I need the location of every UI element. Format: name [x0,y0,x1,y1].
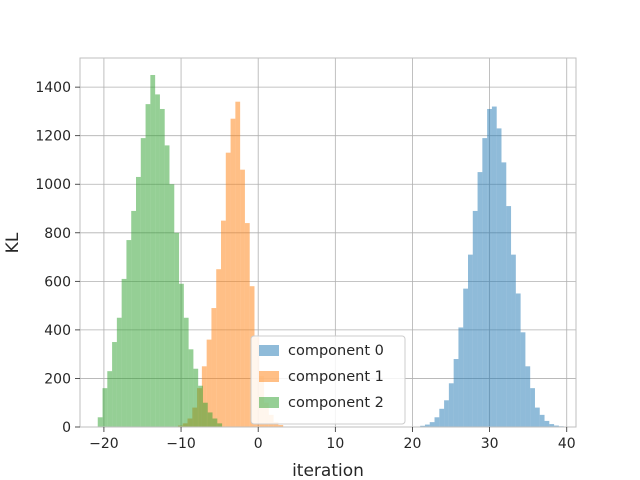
histogram-bar [444,400,449,427]
histogram-bar [511,254,516,427]
histogram-bar [487,108,492,428]
histogram-bar [468,254,473,427]
histogram-bar [174,232,180,427]
histogram-bar [273,422,279,427]
legend-swatch [259,397,279,408]
histogram-bar [544,420,550,427]
histogram-bar [212,418,218,427]
plot-frame [79,57,577,428]
histogram-bar [221,220,226,427]
histogram-bar [107,371,113,427]
histogram-bar [453,359,459,427]
histogram-bar [164,145,170,428]
histogram-bar [121,278,127,427]
histogram-bar [169,184,175,427]
y-tick-label: 800 [44,226,71,242]
histogram-bar [244,223,250,427]
y-axis-label: KL [3,232,23,253]
histogram-bar [198,385,203,427]
histogram-bar [472,210,478,427]
legend-label: component 2 [288,395,384,411]
x-tick-label: 40 [558,436,576,452]
histogram-bar [496,128,502,428]
series-0-bars [420,106,564,428]
y-tick-label: 200 [44,371,71,387]
legend-label: component 0 [288,343,384,359]
histogram-bar [424,424,430,427]
series-2-bars [97,74,223,428]
histogram-bar [525,366,531,427]
histogram-bar [150,74,156,428]
histogram-bar [448,383,454,427]
x-tick-label: 0 [254,436,263,452]
histogram-bar [126,240,132,427]
histogram-bar [477,172,483,427]
histogram-bar [183,317,189,427]
histogram-bar [515,293,521,427]
y-tick-label: 600 [44,274,71,290]
histogram-bar [102,388,108,427]
histogram-bar [240,169,245,427]
histogram-bar [491,106,497,427]
histogram-bar [159,108,165,428]
histogram-bar [131,210,137,427]
x-axis-label: iteration [292,461,364,480]
histogram-bar [549,424,555,427]
histogram-bar [554,425,559,427]
histogram-bar [116,317,122,427]
x-tick-label: 30 [481,436,499,452]
histogram-bar [530,388,535,427]
histogram-bar [155,94,160,427]
histogram-bar [206,339,212,427]
legend: component 0 component 1 component 2 [250,335,406,425]
histogram-bar [201,366,207,427]
y-axis-ticks: 0 200 400 600 800 1000 1200 1400 [35,80,80,436]
histogram-bar [429,422,435,427]
histogram-bar [97,417,103,427]
x-tick-label: 10 [326,436,344,452]
histogram-bar [140,138,146,427]
x-tick-label: 20 [404,436,422,452]
histogram-bar [207,412,213,427]
y-tick-label: 1200 [35,129,71,145]
histogram-bar [216,269,222,427]
histogram-bar [506,206,512,427]
legend-box [250,335,406,425]
legend-swatch [259,371,279,382]
histogram-bar [539,414,545,427]
x-tick-label: −10 [166,436,196,452]
histogram-bar [217,423,223,427]
histogram-bar [112,342,117,427]
histogram-bar [145,104,151,427]
histogram-bar [235,101,241,428]
x-axis-ticks: −20 −10 0 10 20 30 40 [89,427,576,452]
histogram-bar [463,288,469,427]
histogram-bar [420,425,425,427]
histogram-bar [202,402,208,427]
histogram-bar [136,176,141,427]
histogram-bar [458,327,464,427]
histogram-bar [534,407,540,427]
y-tick-label: 400 [44,323,71,339]
histogram-bar [230,118,236,427]
y-tick-label: 1000 [35,177,71,193]
histogram-bar [193,368,199,427]
histogram-bar [439,408,445,427]
histogram-bar [482,138,488,427]
legend-swatch [259,345,279,356]
histogram-bar [501,162,507,427]
y-tick-label: 1400 [35,80,71,96]
histogram-bar [520,332,526,427]
legend-label: component 1 [288,369,384,385]
histogram-bar [179,283,184,427]
histogram-bar [188,349,194,427]
histogram-bar [434,417,440,427]
histogram-bar [225,152,231,428]
histogram-bar [278,425,284,427]
y-tick-label: 0 [62,420,71,436]
bars [97,74,564,428]
histogram-bar [211,308,217,427]
x-tick-label: −20 [89,436,119,452]
